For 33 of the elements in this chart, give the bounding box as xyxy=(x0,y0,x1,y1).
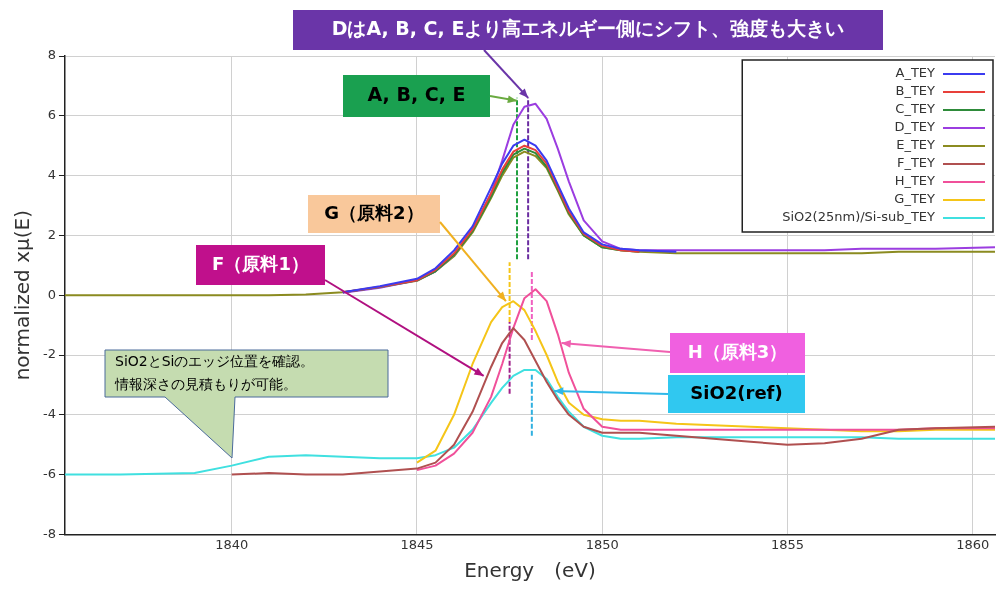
x-tick-label: 1855 xyxy=(770,536,805,552)
annotation: SiO2(ref) xyxy=(690,381,783,403)
legend-label: A_TEY xyxy=(895,65,936,81)
legend-label: G_TEY xyxy=(894,191,936,207)
y-axis-title: normalized xμ(E) xyxy=(10,210,35,381)
legend-label: E_TEY xyxy=(896,137,936,153)
y-tick-label: -4 xyxy=(42,406,56,422)
x-axis-title: Energy (eV) xyxy=(464,558,596,583)
annotation: F（原料1） xyxy=(212,252,309,274)
y-tick-label: 2 xyxy=(47,226,56,242)
legend-label: SiO2(25nm)/Si-sub_TEY xyxy=(782,209,936,225)
annotation: G（原料2） xyxy=(324,201,424,223)
y-tick-label: 6 xyxy=(47,107,56,123)
y-tick-label: 8 xyxy=(47,47,56,63)
y-tick-label: -2 xyxy=(42,346,56,362)
y-tick-label: -8 xyxy=(42,525,56,541)
legend-label: C_TEY xyxy=(895,101,936,117)
y-tick-label: -6 xyxy=(42,465,56,481)
annotation: DはA, B, C, Eより高エネルギー側にシフト、強度も大きい xyxy=(331,16,845,39)
x-tick-label: 1845 xyxy=(400,536,434,552)
legend-label: B_TEY xyxy=(895,83,936,99)
annotation: H（原料3） xyxy=(687,340,788,362)
y-tick-label: 0 xyxy=(47,286,56,302)
x-tick-label: 1860 xyxy=(956,536,990,552)
legend-label: H_TEY xyxy=(894,173,936,189)
x-tick-label: 1850 xyxy=(585,536,619,552)
legend-label: F_TEY xyxy=(896,155,936,171)
y-tick-label: 4 xyxy=(47,166,56,182)
x-tick-label: 1840 xyxy=(215,536,249,552)
annotation: 情報深さの見積もりが可能。 xyxy=(114,375,297,392)
annotation: SiO2とSiのエッジ位置を確認。 xyxy=(115,352,315,369)
annotation: A, B, C, E xyxy=(367,82,466,105)
legend-label: D_TEY xyxy=(894,119,936,135)
